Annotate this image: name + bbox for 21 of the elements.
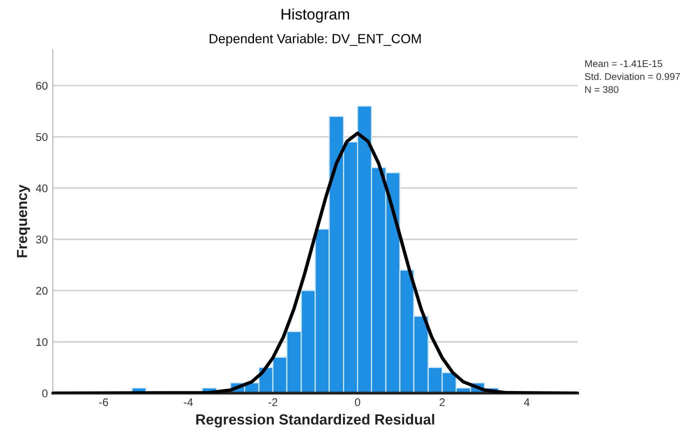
y-axis-title: Frequency: [16, 184, 30, 258]
text: Mean = -1.41E-15: [585, 60, 662, 68]
y-tick-label: 0: [42, 389, 48, 398]
chart-title: Histogram: [282, 8, 350, 23]
y-tick-label: 10: [36, 338, 48, 346]
x-tick-label: 4: [524, 398, 530, 406]
x-tick-label: 2: [440, 398, 445, 406]
line-series: [52, 132, 578, 394]
y-tick-label: 60: [36, 82, 48, 90]
x-tick-label: 0: [354, 398, 360, 406]
chart-subtitle: Dependent Variable: DV_ENT_COM: [210, 34, 421, 46]
x-tick-label: -6: [99, 398, 108, 406]
x-tick-label: -4: [184, 398, 193, 406]
y-tick-label: 20: [36, 286, 48, 295]
y-tick-label: 50: [36, 133, 48, 141]
y-tick-label: 30: [36, 236, 48, 244]
text: Std. Deviation = 0.997: [584, 72, 680, 80]
x-axis-title: Regression Standardized Residual: [196, 414, 434, 428]
y-tick-label: 40: [36, 184, 48, 192]
x-tick-label: -2: [268, 398, 278, 406]
text: N = 380: [585, 86, 618, 93]
